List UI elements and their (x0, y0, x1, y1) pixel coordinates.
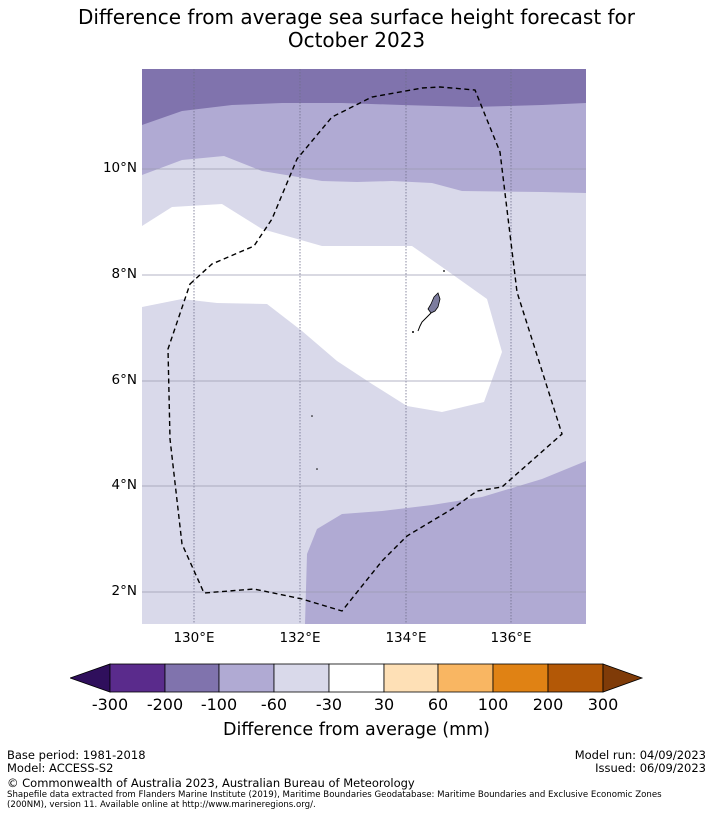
colorbar-bin-m100 (218, 663, 275, 693)
footer-left: Base period: 1981-2018 Model: ACCESS-S2 (7, 749, 146, 775)
shapefile-credit: Shapefile data extracted from Flanders M… (7, 790, 713, 810)
islet-2 (443, 270, 445, 272)
cbar-tick-p200: 200 (532, 695, 564, 714)
cbar-tick-p300: 300 (587, 695, 619, 714)
lon-label-132E: 132°E (279, 630, 321, 646)
colorbar-tick-labels: -300 -200 -100 -60 -30 30 60 100 200 300 (0, 695, 713, 717)
model-text: Model: ACCESS-S2 (7, 761, 114, 775)
region-minus60-southeast (305, 461, 586, 624)
graticule (142, 69, 586, 624)
lat-label-6N: 6°N (111, 372, 137, 388)
title-line-2: October 2023 (287, 28, 426, 52)
region-minus100-north (142, 69, 586, 125)
colorbar-bin-m30 (328, 663, 385, 693)
colorbar-bin-p100 (492, 663, 549, 693)
islet-1 (412, 331, 414, 333)
base-period-text: Base period: 1981-2018 (7, 748, 146, 762)
colorbar-bin-m300 (109, 663, 166, 693)
sea-surface-height-map (142, 69, 586, 624)
lat-label-8N: 8°N (111, 266, 137, 282)
lon-label-130E: 130°E (173, 630, 215, 646)
cbar-tick-p60: 60 (427, 695, 449, 714)
islet-3 (311, 415, 313, 417)
colorbar-extend-low (70, 663, 111, 693)
islet-4 (316, 468, 318, 470)
colorbar-bin-p30 (383, 663, 439, 693)
colorbar-bin-p200 (547, 663, 604, 693)
lat-label-10N: 10°N (102, 160, 137, 176)
colorbar-extend-high (602, 663, 644, 693)
footer-right: Model run: 04/09/2023 Issued: 06/09/2023 (575, 749, 706, 775)
eez-boundary (167, 86, 563, 612)
cbar-tick-m300: -300 (91, 695, 129, 714)
copyright-text: © Commonwealth of Australia 2023, Austra… (7, 776, 415, 790)
palau-island (427, 292, 441, 314)
cbar-tick-m200: -200 (146, 695, 184, 714)
palau-islets (417, 312, 432, 332)
cbar-tick-m60: -60 (260, 695, 288, 714)
cbar-tick-m30: -30 (315, 695, 343, 714)
cbar-tick-p100: 100 (477, 695, 509, 714)
chart-title: Difference from average sea surface heig… (0, 6, 713, 52)
lon-label-134E: 134°E (385, 630, 427, 646)
cbar-tick-p30: 30 (373, 695, 395, 714)
colorbar (70, 663, 644, 693)
lat-label-2N: 2°N (111, 583, 137, 599)
colorbar-bin-p60 (437, 663, 494, 693)
colorbar-title: Difference from average (mm) (222, 720, 491, 740)
model-run-text: Model run: 04/09/2023 (574, 748, 706, 762)
lat-label-4N: 4°N (111, 477, 137, 493)
colorbar-bin-m60 (273, 663, 330, 693)
issued-text: Issued: 06/09/2023 (595, 761, 706, 775)
title-line-1: Difference from average sea surface heig… (77, 5, 636, 29)
colorbar-bin-m200 (164, 663, 220, 693)
shapefile-credit-line2: (200NM), version 11. Available online at… (7, 800, 316, 810)
shapefile-credit-line1: Shapefile data extracted from Flanders M… (7, 790, 662, 800)
lon-label-136E: 136°E (490, 630, 532, 646)
cbar-tick-m100: -100 (200, 695, 238, 714)
